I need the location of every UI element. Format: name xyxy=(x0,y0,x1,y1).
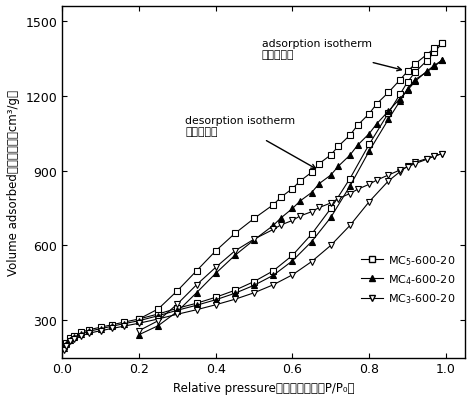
Legend: MC$_{5}$-600-20, MC$_{4}$-600-20, MC$_{3}$-600-20: MC$_{5}$-600-20, MC$_{4}$-600-20, MC$_{3… xyxy=(356,249,460,310)
Y-axis label: Volume adsorbed（吸附量）（cm³/g）: Volume adsorbed（吸附量）（cm³/g） xyxy=(7,89,20,275)
Text: desorption isotherm
（脱附线）: desorption isotherm （脱附线） xyxy=(185,115,315,169)
X-axis label: Relative pressure（相对压力）（P/P₀）: Relative pressure（相对压力）（P/P₀） xyxy=(173,381,354,394)
Text: adsorption isotherm
（吸附线）: adsorption isotherm （吸附线） xyxy=(262,38,401,72)
